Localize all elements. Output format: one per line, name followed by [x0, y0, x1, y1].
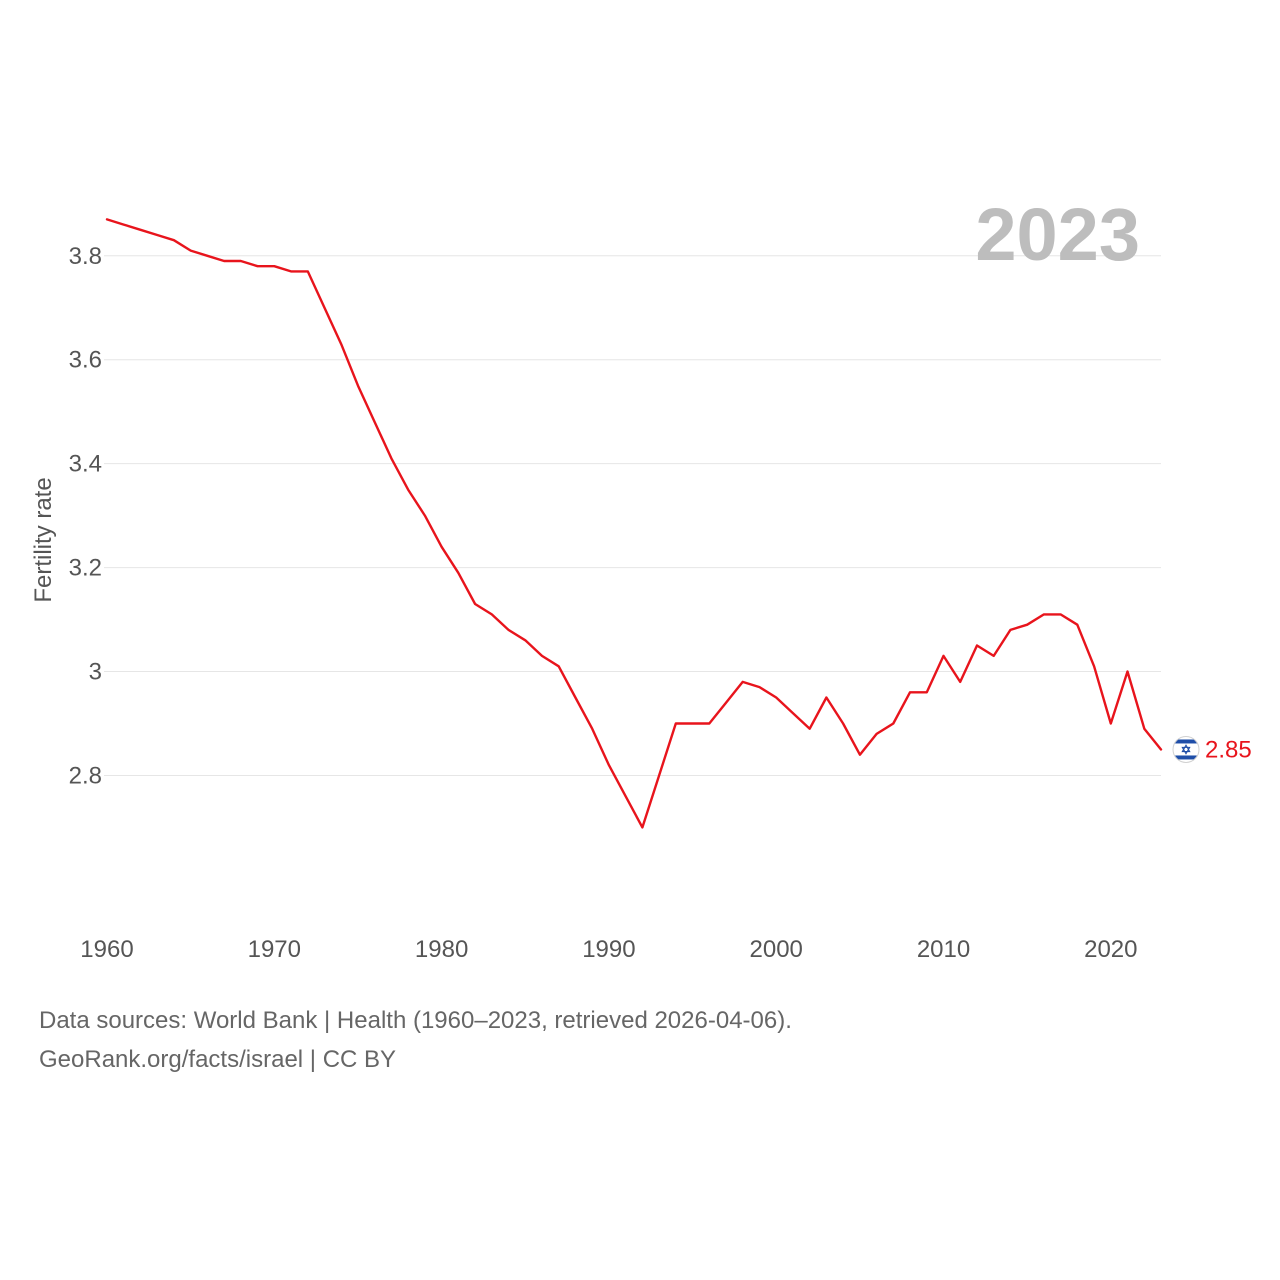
data-sources-note: Data sources: World Bank | Health (1960–… [39, 1007, 792, 1034]
end-value-label: 2.85 [1205, 736, 1252, 763]
x-tick-label: 1970 [248, 936, 301, 963]
y-tick-label: 3 [89, 659, 102, 686]
x-tick-label: 1980 [415, 936, 468, 963]
x-tick-label: 2000 [750, 936, 803, 963]
attribution-link[interactable]: GeoRank.org/facts/israel | CC BY [39, 1046, 397, 1073]
chart: 2.8 3 3.2 3.4 3.6 3.8 1960 1970 1980 1990 2000 201… [30, 193, 1252, 963]
series [105, 218, 1163, 829]
x-tick-label: 2020 [1084, 936, 1137, 963]
y-axis-label: Fertility rate [30, 477, 57, 602]
y-tick-label: 3.6 [69, 347, 102, 374]
series-line-israel [105, 218, 1163, 829]
y-tick-label: 3.2 [69, 555, 102, 582]
x-tick-label: 1960 [80, 936, 133, 963]
gridlines [104, 255, 1161, 776]
current-year-label: 2023 [975, 193, 1140, 276]
y-axis-ticks: 2.8 3 3.2 3.4 3.6 3.8 [69, 243, 102, 790]
x-axis-ticks: 1960 1970 1980 1990 2000 2010 2020 [80, 936, 1137, 963]
israel-flag-icon [1172, 735, 1200, 763]
y-tick-label: 3.4 [69, 451, 102, 478]
x-tick-label: 2010 [917, 936, 970, 963]
x-tick-label: 1990 [582, 936, 635, 963]
y-tick-label: 2.8 [69, 762, 102, 789]
y-tick-label: 3.8 [69, 243, 102, 270]
end-marker: 2.85 [1172, 735, 1252, 763]
